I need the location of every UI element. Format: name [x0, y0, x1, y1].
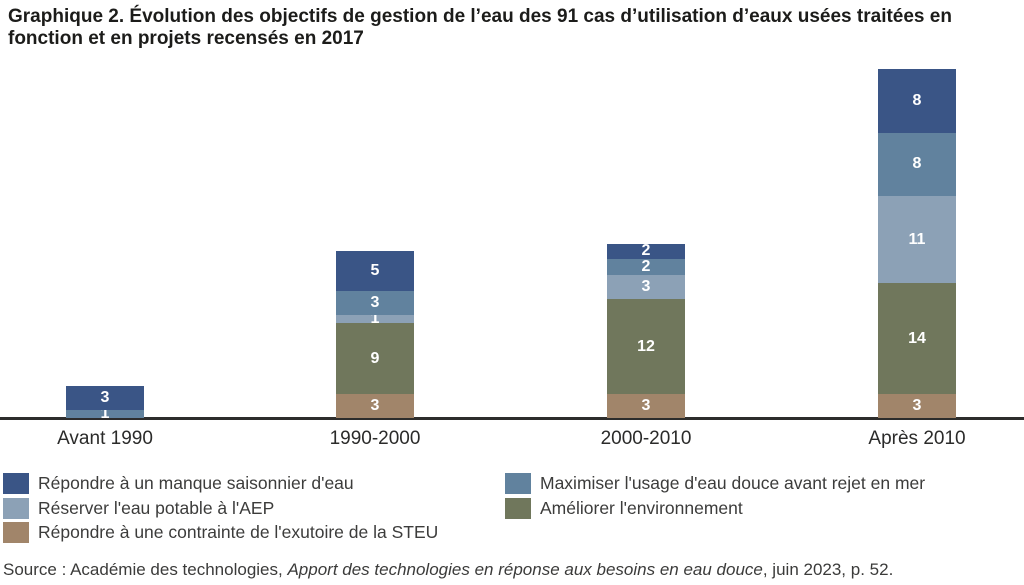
bar-segment: 3 — [66, 386, 144, 411]
bar-value-label: 8 — [912, 155, 922, 173]
bar-value-label: 9 — [370, 349, 380, 367]
bar-value-label: 2 — [641, 242, 651, 260]
bar-value-label: 3 — [370, 397, 380, 415]
bar-segment: 3 — [878, 394, 956, 418]
bar-value-label: 14 — [908, 329, 926, 347]
x-axis-label: Après 2010 — [868, 428, 966, 449]
bar-segment: 3 — [607, 275, 685, 300]
legend-swatch — [3, 497, 29, 519]
bar-value-label: 5 — [370, 262, 380, 280]
bar-value-label: 1 — [370, 309, 380, 327]
bar-segment: 8 — [878, 69, 956, 133]
x-axis-label: 1990-2000 — [329, 428, 421, 449]
bar-segment: 8 — [878, 132, 956, 196]
legend-swatch — [505, 473, 531, 494]
legend-item: Améliorer l'environnement — [505, 497, 743, 519]
legend-label: Maximiser l'usage d'eau douce avant reje… — [540, 473, 926, 493]
bar-segment: 3 — [336, 394, 414, 418]
bar-value-label: 3 — [641, 397, 651, 415]
legend-item: Maximiser l'usage d'eau douce avant reje… — [505, 473, 925, 494]
source-caption: Source : Académie des technologies, Appo… — [3, 560, 1023, 580]
bar-segment: 1 — [336, 310, 414, 326]
chart-title-label: Graphique 2. — [8, 6, 125, 27]
bar-segment: 3 — [607, 394, 685, 418]
bar-value-label: 3 — [100, 389, 110, 407]
legend-label: Réserver l'eau potable à l'AEP — [38, 497, 275, 518]
bar-value-label: 3 — [370, 294, 380, 311]
bar-value-label: 12 — [637, 337, 655, 355]
legend-swatch — [3, 522, 29, 544]
x-axis-label: Avant 1990 — [57, 428, 153, 449]
bar-segment: 11 — [878, 195, 956, 284]
source-prefix: Source : Académie des technologies, — [3, 560, 288, 579]
legend-item: Répondre à une contrainte de l'exutoire … — [3, 522, 439, 544]
legend-item: Réserver l'eau potable à l'AEP — [3, 497, 275, 519]
source-reference-title: Apport des technologies en réponse aux b… — [287, 560, 763, 579]
bar-segment: 2 — [607, 258, 685, 276]
bar-segment: 14 — [878, 283, 956, 395]
bar-value-label: 2 — [641, 258, 651, 276]
x-axis-baseline — [0, 417, 1024, 420]
bar-segment: 2 — [607, 242, 685, 260]
bar-value-label: 3 — [912, 397, 922, 415]
bar-segment: 3 — [336, 291, 414, 315]
bar-value-label: 1 — [100, 405, 110, 423]
bar-segment: 12 — [607, 299, 685, 395]
bar-value-label: 11 — [908, 230, 926, 248]
legend-label: Répondre à un manque saisonnier d'eau — [38, 473, 354, 493]
legend-label: Répondre à une contrainte de l'exutoire … — [38, 522, 439, 543]
bar-segment: 1 — [66, 406, 144, 422]
legend-item: Répondre à un manque saisonnier d'eau — [3, 473, 354, 494]
legend-swatch — [505, 497, 531, 519]
chart-title-text: Évolution des objectifs de gestion de l’… — [8, 6, 952, 49]
bar-segment: 9 — [336, 322, 414, 395]
legend-swatch — [3, 473, 29, 494]
chart-title: Graphique 2. Évolution des objectifs de … — [8, 6, 1012, 50]
x-axis-label: 2000-2010 — [600, 428, 692, 449]
legend-label: Améliorer l'environnement — [540, 497, 743, 518]
bar-segment: 5 — [336, 251, 414, 292]
bar-value-label: 3 — [641, 278, 651, 296]
bar-value-label: 8 — [912, 91, 922, 109]
source-suffix: , juin 2023, p. 52. — [762, 560, 894, 579]
